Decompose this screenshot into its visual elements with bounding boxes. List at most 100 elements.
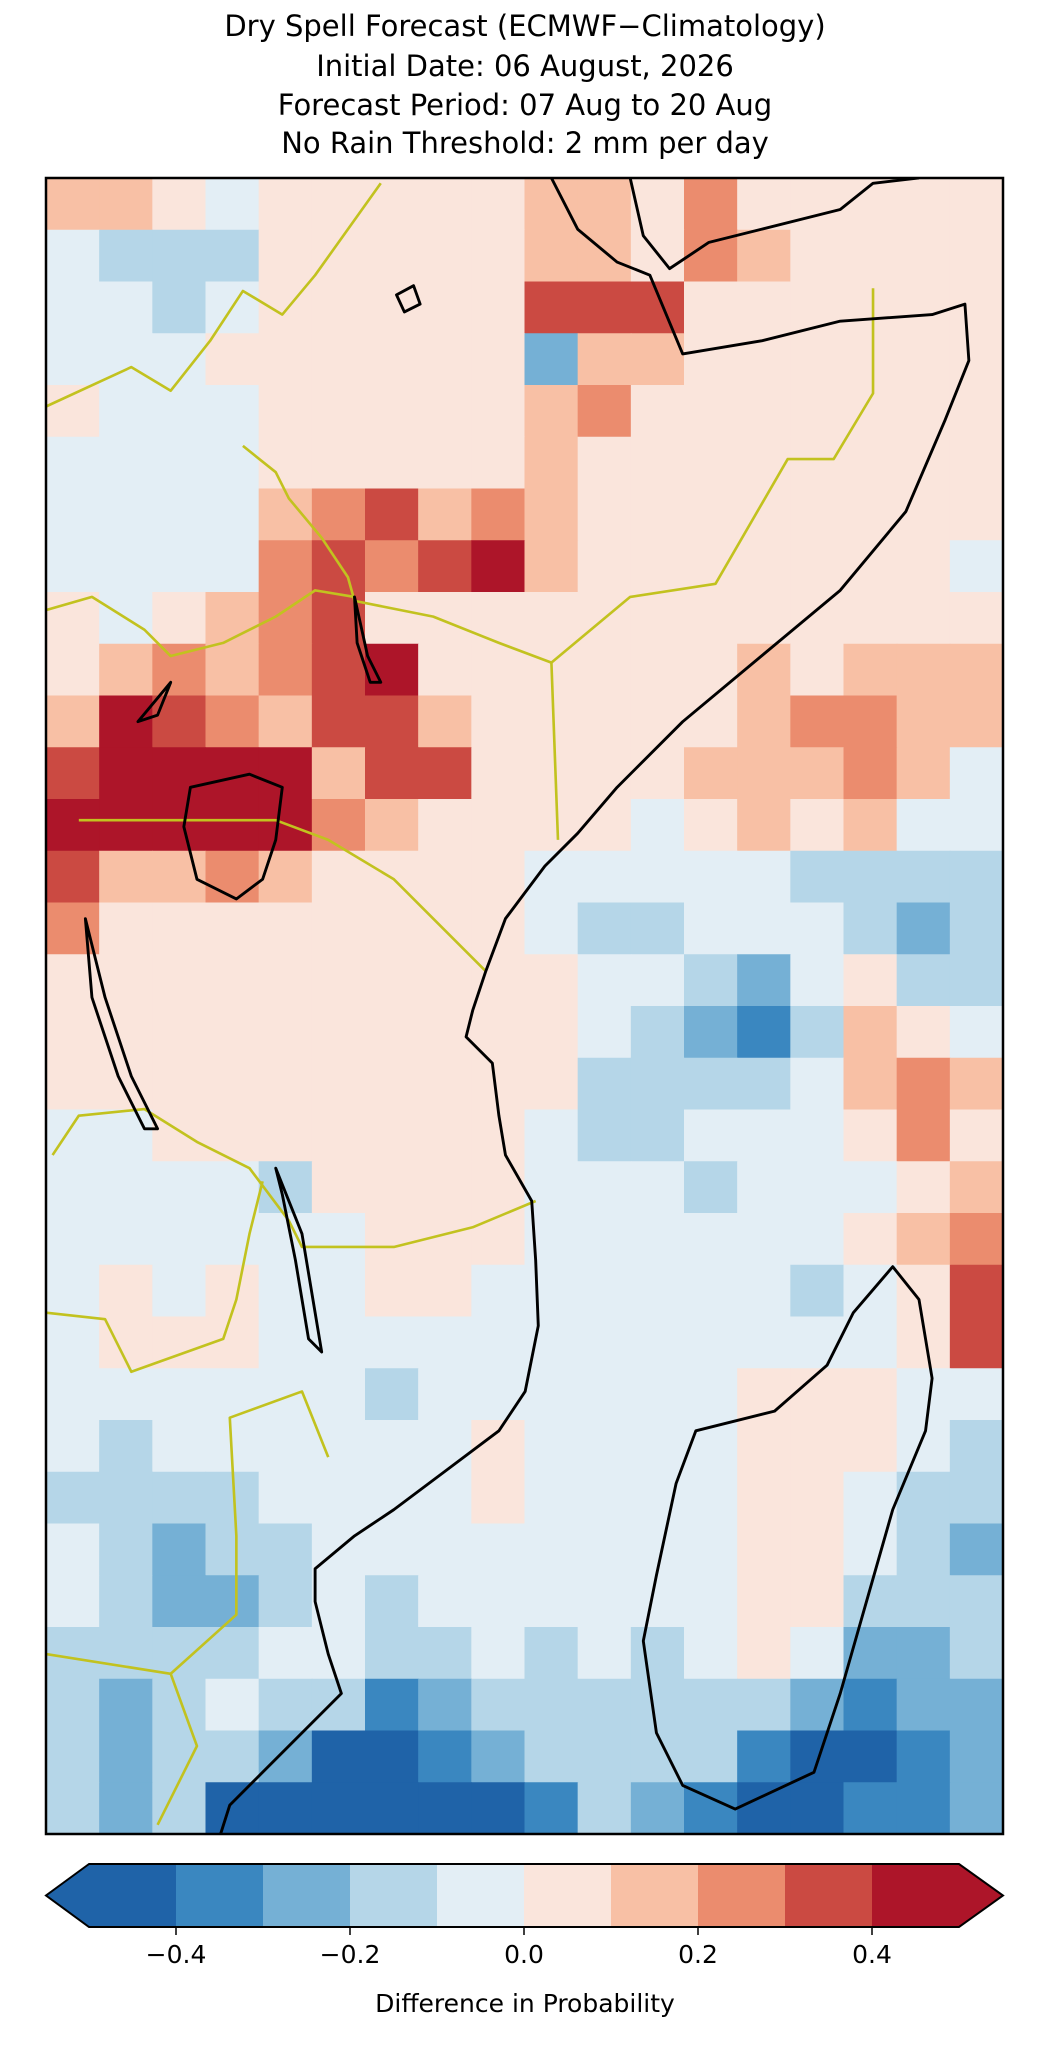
cell: [258, 1782, 313, 1835]
cell: [311, 902, 366, 955]
cell: [418, 178, 472, 231]
border: [46, 182, 382, 408]
cell: [418, 1057, 472, 1111]
cell: [258, 592, 313, 645]
cell: [737, 747, 791, 800]
cell: [418, 540, 472, 593]
border: [46, 589, 355, 658]
cell: [737, 1264, 791, 1318]
cell: [524, 902, 579, 955]
cell: [896, 540, 951, 593]
cell: [577, 1471, 632, 1525]
cell: [684, 385, 738, 438]
cell: [630, 1109, 685, 1162]
cell: [737, 1523, 791, 1576]
cell: [949, 902, 1004, 955]
cell: [790, 1316, 845, 1369]
raster: [46, 178, 1004, 1835]
cell: [99, 436, 153, 490]
cell: [843, 436, 898, 490]
cell: [577, 1264, 632, 1318]
cell: [152, 333, 207, 386]
cell: [949, 850, 1004, 904]
cell: [737, 436, 791, 490]
cell: [896, 1213, 951, 1266]
cell: [737, 850, 791, 904]
cell: [258, 1523, 313, 1576]
cell: [896, 178, 951, 231]
cell: [737, 1575, 791, 1628]
cell: [737, 385, 791, 438]
title-line: Initial Date: 06 August, 2026: [316, 49, 734, 83]
cell: [949, 592, 1004, 645]
cell: [471, 902, 526, 955]
cell: [843, 902, 898, 955]
cell: [46, 592, 100, 645]
cell: [949, 1368, 1004, 1421]
cell: [843, 1782, 898, 1835]
cell: [843, 1109, 898, 1162]
cell: [205, 1213, 260, 1266]
cell: [843, 695, 898, 748]
cell: [471, 1575, 526, 1628]
cell: [365, 1006, 419, 1059]
cell: [152, 799, 207, 852]
cell: [365, 747, 419, 800]
cell: [630, 643, 685, 697]
cell: [684, 333, 738, 386]
cell: [524, 1057, 579, 1111]
cell: [471, 436, 526, 490]
cell: [311, 1782, 366, 1835]
cell: [524, 695, 579, 748]
cell: [790, 281, 845, 334]
cell: [577, 385, 632, 438]
cell: [843, 1057, 898, 1111]
cell: [152, 1057, 207, 1111]
cell: [99, 643, 153, 697]
cell: [99, 799, 153, 852]
cell: [684, 799, 738, 852]
cell: [843, 229, 898, 283]
cell: [46, 850, 100, 904]
cell: [205, 1057, 260, 1111]
cell: [205, 1523, 260, 1576]
cell: [630, 281, 685, 334]
cell: [949, 385, 1004, 438]
cell: [152, 643, 207, 697]
cell: [524, 1678, 579, 1732]
cell: [365, 1161, 419, 1214]
cell: [577, 902, 632, 955]
colorbar-tick-label: 0.0: [504, 1940, 544, 1969]
cell: [524, 1782, 579, 1835]
cell: [152, 695, 207, 748]
cell: [152, 540, 207, 593]
cell: [311, 1006, 366, 1059]
cell: [630, 592, 685, 645]
cell: [630, 488, 685, 541]
cell: [258, 1627, 313, 1680]
cell: [737, 229, 791, 283]
cell: [418, 1316, 472, 1369]
cell: [737, 178, 791, 231]
cell: [896, 1523, 951, 1576]
cell: [205, 592, 260, 645]
cell: [99, 747, 153, 800]
cell: [471, 850, 526, 904]
cell: [737, 695, 791, 748]
cell: [524, 385, 579, 438]
cell: [99, 902, 153, 955]
cell: [99, 1523, 153, 1576]
cell: [684, 1161, 738, 1214]
cell: [949, 488, 1004, 541]
cell: [630, 436, 685, 490]
cell: [896, 902, 951, 955]
cell: [46, 1782, 100, 1835]
colorbar-segment: [872, 1864, 960, 1927]
cell: [418, 281, 472, 334]
cell: [46, 1213, 100, 1266]
cell: [684, 1316, 738, 1369]
cell: [152, 1213, 207, 1266]
cell: [205, 643, 260, 697]
cell: [896, 799, 951, 852]
cell: [577, 333, 632, 386]
